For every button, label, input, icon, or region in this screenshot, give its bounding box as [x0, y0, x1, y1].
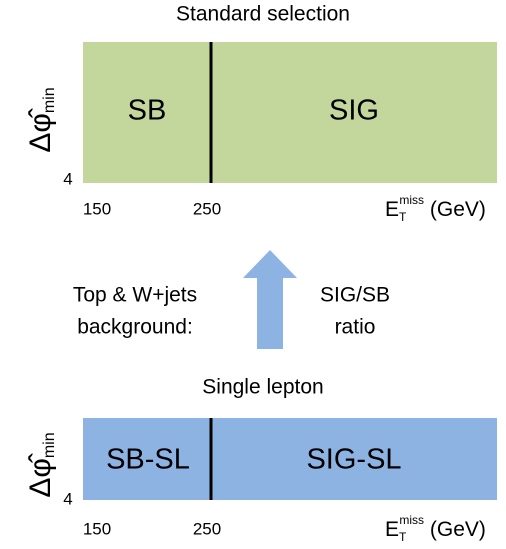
x-symbol: E [385, 198, 399, 221]
x-tick: 150 [83, 519, 111, 538]
region-label: SB [128, 95, 167, 127]
region-label: SIG [329, 95, 379, 127]
x-subscript: T [399, 210, 407, 224]
y-label: Δφ̂min [24, 432, 58, 497]
y-symbol: Δφ̂ [24, 453, 57, 497]
right-note: ratio [335, 316, 376, 339]
x-label: ETmiss (GeV) [385, 193, 486, 224]
panel-single-lepton: Single lepton SB-SL SIG-SL Δφ̂min 4 150 … [24, 376, 497, 544]
panel-standard: Standard selection SB SIG Δφ̂min 4 150 2… [24, 3, 497, 224]
x-superscript: miss [399, 193, 424, 207]
x-unit: (GeV) [424, 198, 486, 221]
region-label: SIG-SL [306, 444, 401, 476]
x-subscript: T [399, 530, 407, 544]
left-note: background: [77, 316, 193, 339]
x-tick: 250 [193, 199, 221, 218]
left-note: Top & W+jets [73, 284, 197, 307]
x-label: ETmiss (GeV) [385, 513, 486, 544]
x-symbol: E [385, 518, 399, 541]
x-tick: 250 [193, 519, 221, 538]
y-tick: 4 [63, 169, 72, 188]
x-unit: (GeV) [424, 518, 486, 541]
right-note: SIG/SB [320, 284, 390, 307]
region-box [83, 42, 497, 183]
x-tick: 150 [83, 199, 111, 218]
x-superscript: miss [399, 513, 424, 527]
panel-title: Single lepton [202, 376, 323, 399]
y-subscript: min [41, 87, 58, 113]
y-subscript: min [41, 432, 58, 458]
y-symbol: Δφ̂ [24, 108, 57, 152]
arrow [243, 250, 297, 349]
region-label: SB-SL [106, 444, 190, 476]
panel-title: Standard selection [176, 3, 350, 26]
y-tick: 4 [63, 489, 72, 508]
y-label: Δφ̂min [24, 87, 58, 152]
region-box [83, 418, 497, 500]
